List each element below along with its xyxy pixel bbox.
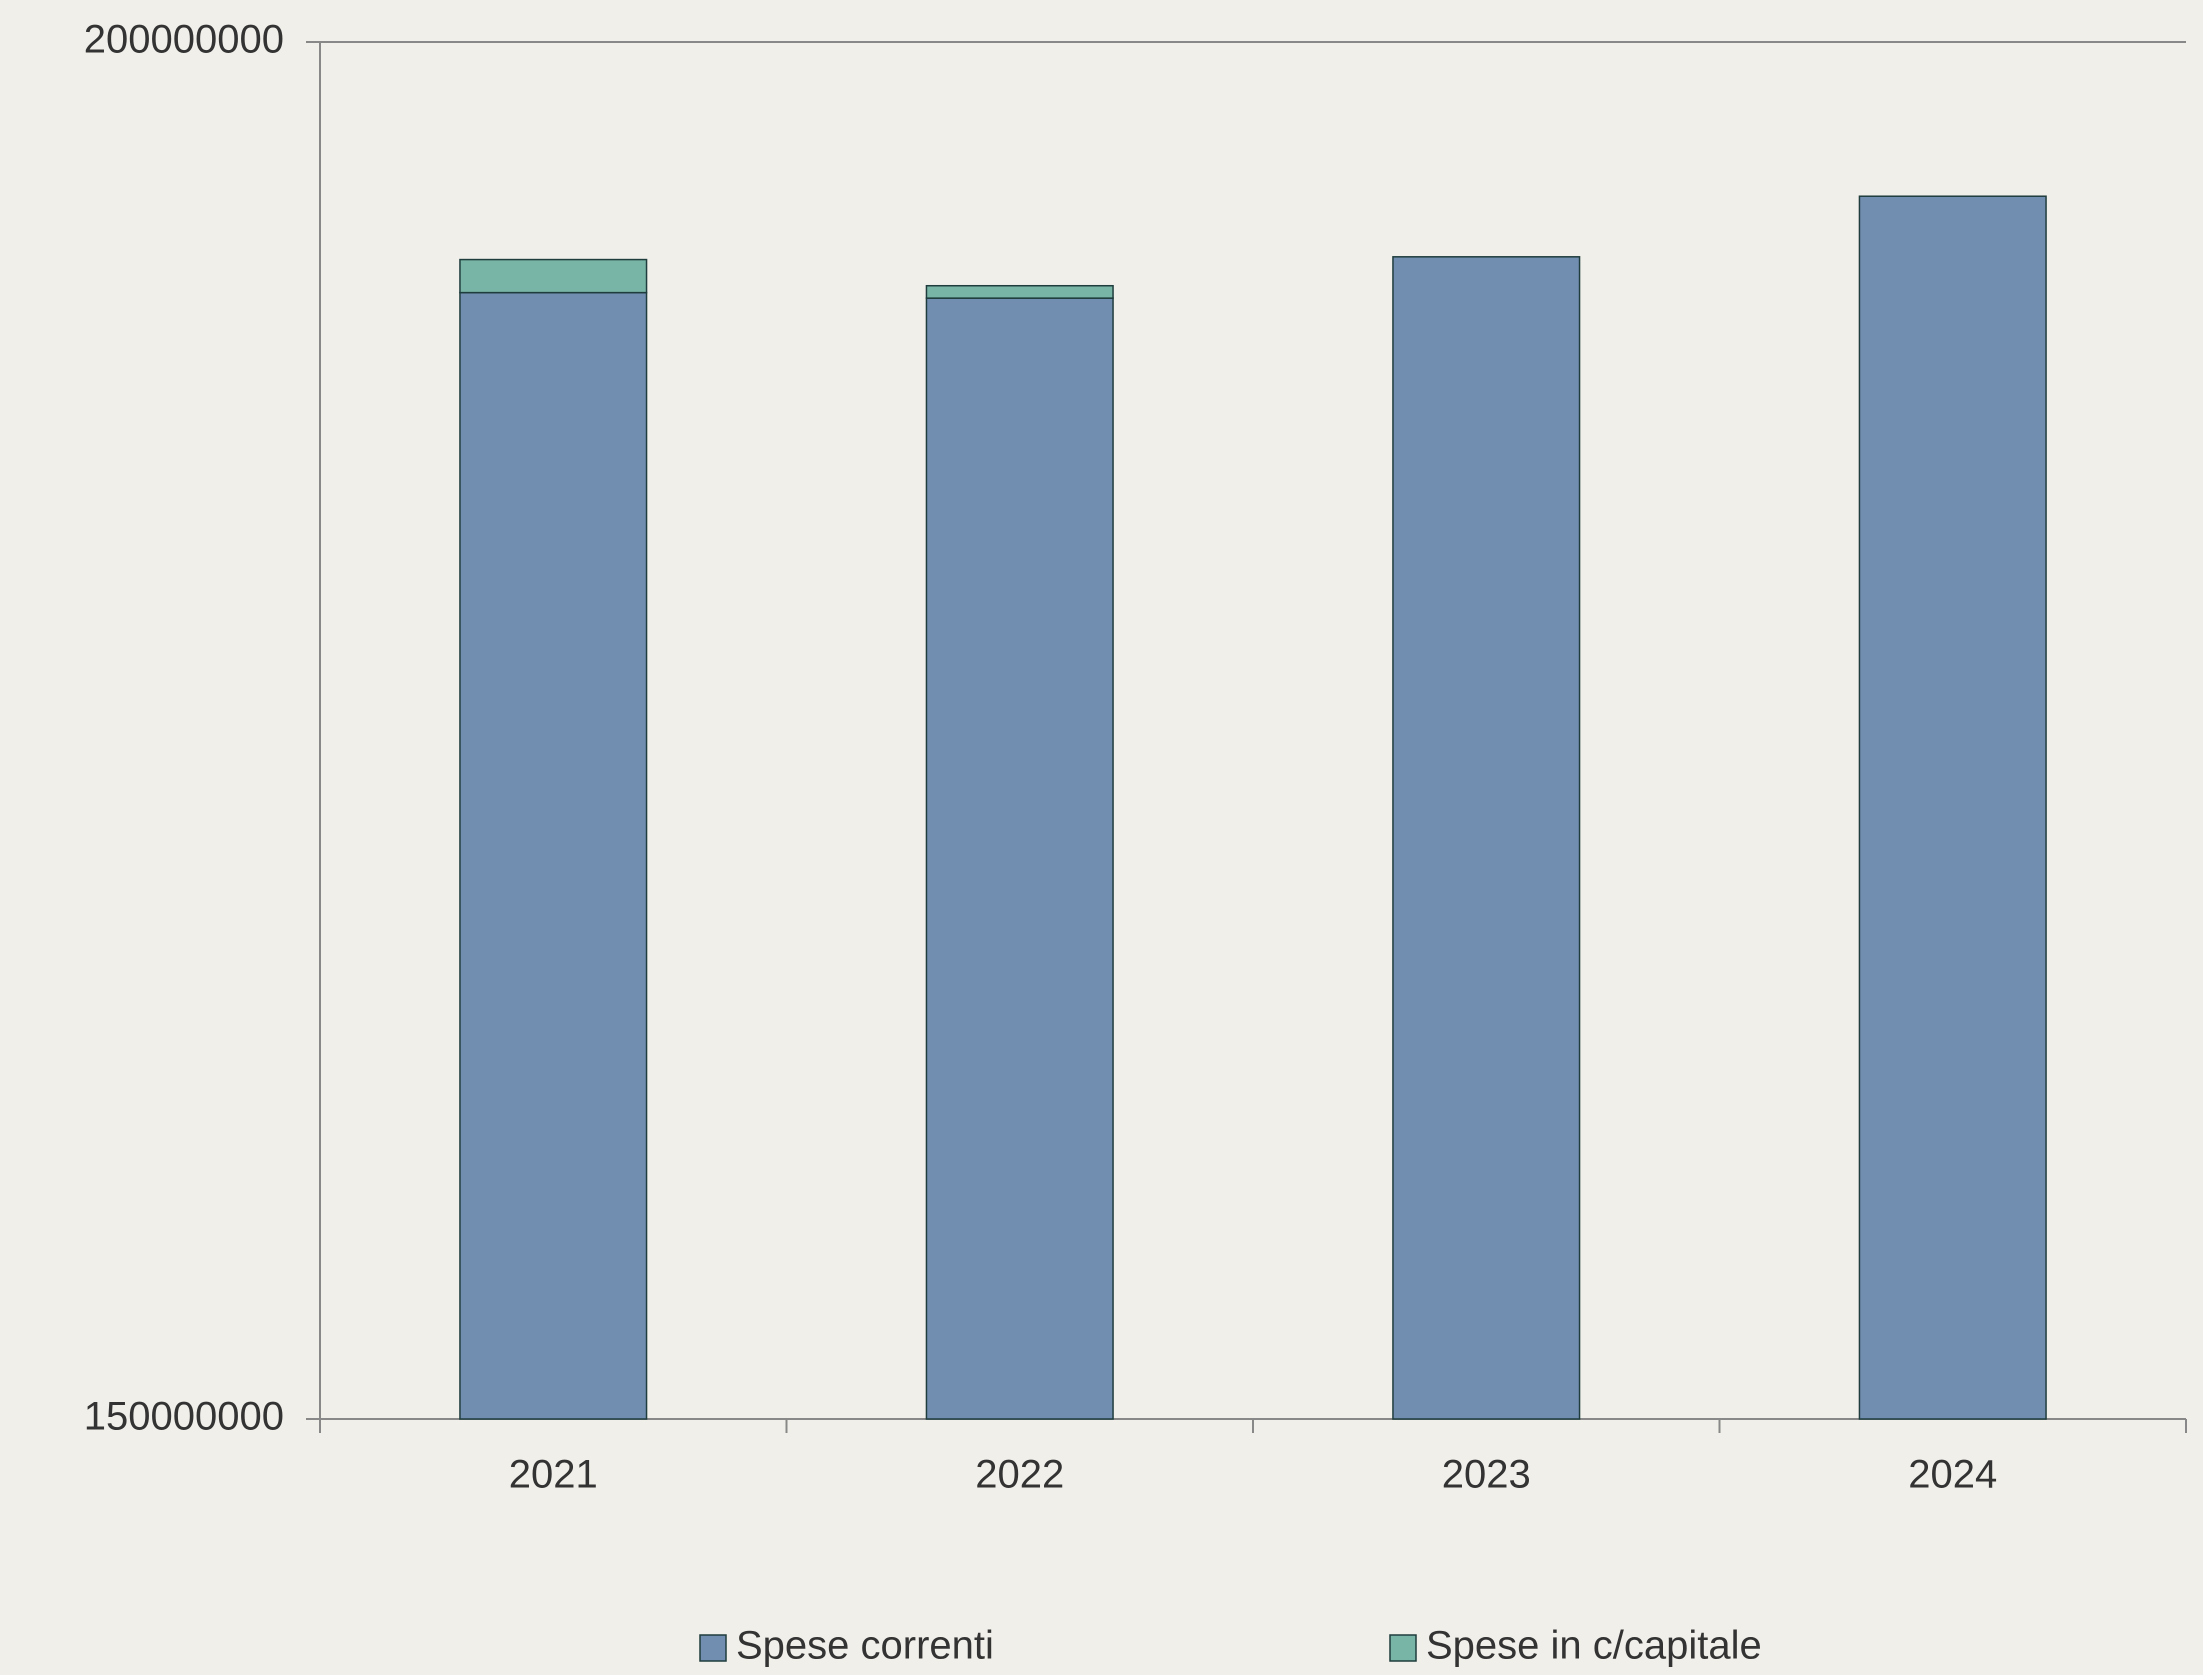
x-tick-label: 2024 — [1908, 1453, 1997, 1497]
y-tick-label: 200000000 — [84, 18, 284, 62]
bar-segment — [459, 258, 648, 294]
legend-swatch — [1389, 1634, 1417, 1662]
x-tick-label: 2021 — [509, 1453, 598, 1497]
x-tick-label: 2022 — [975, 1453, 1064, 1497]
y-tick-label: 150000000 — [84, 1395, 284, 1439]
legend-label: Spese in c/capitale — [1426, 1624, 1762, 1668]
x-tick-label: 2023 — [1442, 1453, 1531, 1497]
bar-segment — [459, 291, 648, 1420]
bar-segment — [925, 284, 1114, 299]
bar-segment — [925, 297, 1114, 1420]
bar-segment — [1858, 195, 2047, 1420]
bar-segment — [1392, 256, 1581, 1420]
legend-swatch — [699, 1634, 727, 1662]
legend-label: Spese correnti — [736, 1624, 994, 1668]
